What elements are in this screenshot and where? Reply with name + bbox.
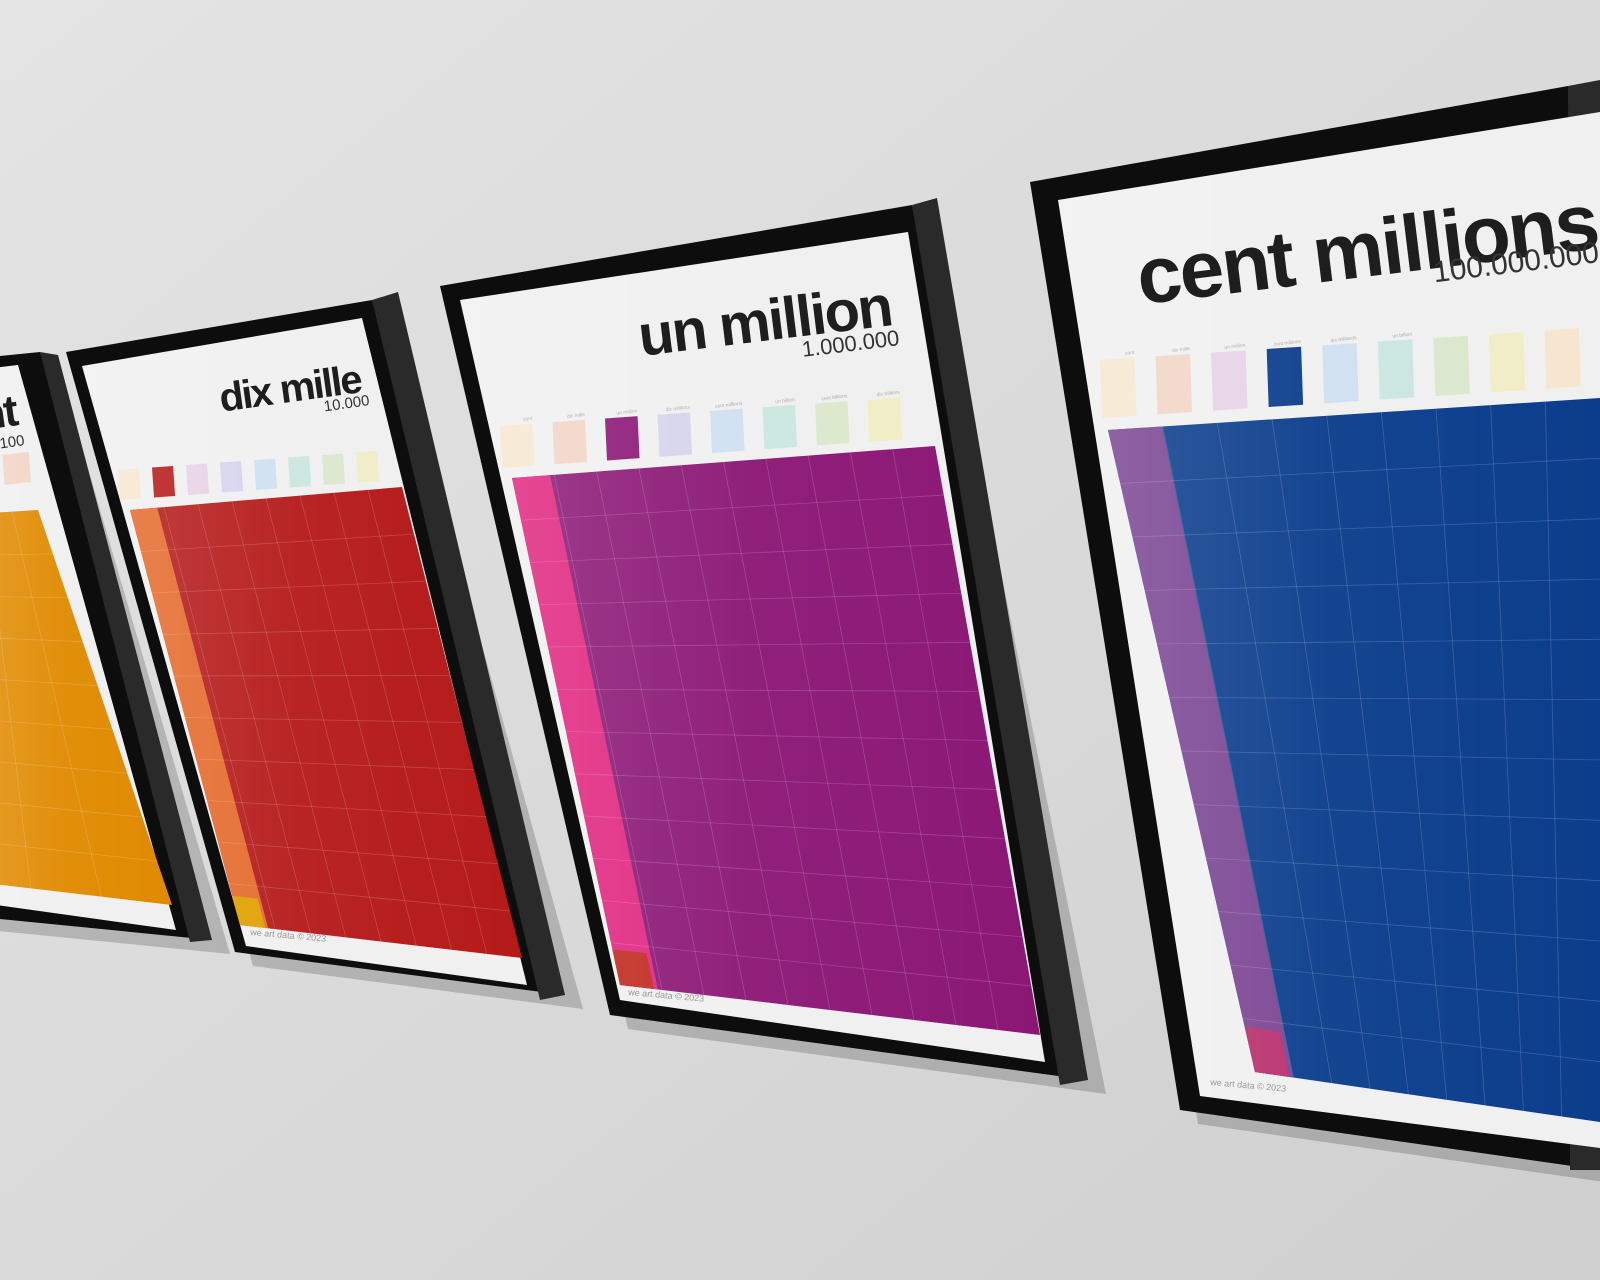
frame-side — [372, 292, 565, 1000]
poster-number: 10.000 — [323, 392, 371, 415]
glass-reflection — [82, 318, 527, 985]
poster-number: 100 — [0, 432, 26, 452]
poster-cent-millions: centdix milleun millioncent millionsdix … — [1030, 80, 1600, 1182]
glass-reflection — [0, 365, 176, 930]
poster-un-million: centdix milleun milliondix millionscent … — [440, 198, 1106, 1094]
frame-side — [40, 352, 212, 942]
frame-side — [912, 198, 1088, 1085]
glass-reflection — [1058, 112, 1600, 1148]
glass-reflection — [460, 232, 1045, 1062]
